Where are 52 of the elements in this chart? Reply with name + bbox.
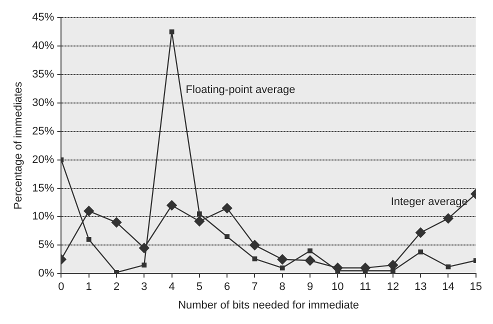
- y-tick-label: 5%: [38, 239, 54, 252]
- x-tick-label: 5: [196, 281, 202, 294]
- x-tick-label: 0: [58, 281, 64, 294]
- point: [280, 265, 285, 270]
- point: [222, 203, 232, 214]
- x-tick-label: 7: [252, 281, 258, 294]
- x-axis-title: Number of bits needed for immediate: [178, 299, 360, 312]
- x-tick-label: 6: [224, 281, 230, 294]
- x-tick-label: 3: [141, 281, 148, 294]
- x-tick-label: 10: [332, 281, 344, 294]
- point: [252, 256, 258, 262]
- y-axis-title: Percentage of immediates: [12, 81, 25, 210]
- x-tick-label: 14: [442, 281, 454, 294]
- point: [169, 29, 174, 34]
- point: [194, 216, 205, 226]
- point: [418, 250, 424, 254]
- x-tick-label: 15: [470, 281, 482, 294]
- x-tick-label: 13: [414, 281, 427, 294]
- y-tick-label: 15%: [32, 182, 54, 194]
- x-tick-label: 9: [306, 281, 314, 294]
- point: [277, 254, 288, 264]
- point: [224, 234, 230, 240]
- x-tick-label: 4: [168, 281, 175, 294]
- point: [250, 240, 260, 250]
- x-tick-label: 11: [360, 281, 372, 294]
- x-tick-label: 2: [113, 281, 120, 294]
- point: [446, 264, 451, 270]
- point: [86, 237, 92, 242]
- y-tick-label: 45%: [32, 12, 54, 24]
- series-label: Integer average: [390, 196, 468, 208]
- point: [142, 262, 147, 268]
- point: [304, 255, 316, 266]
- point: [166, 200, 177, 210]
- y-tick-label: 25%: [32, 125, 54, 138]
- point: [197, 211, 202, 216]
- y-tick-label: 35%: [32, 68, 54, 81]
- x-tick-label: 12: [386, 281, 400, 294]
- point: [308, 248, 312, 254]
- x-tick-label: 1: [86, 281, 92, 294]
- series-label: Floating-point average: [186, 84, 296, 96]
- x-tick-label: 8: [279, 281, 286, 294]
- y-tick-label: 10%: [32, 210, 54, 223]
- point: [390, 268, 396, 274]
- point: [114, 270, 119, 274]
- point: [443, 213, 454, 224]
- point: [111, 217, 122, 228]
- y-tick-label: 30%: [32, 96, 54, 109]
- y-tick-label: 40%: [32, 40, 54, 52]
- point: [84, 206, 94, 216]
- point: [415, 228, 426, 238]
- y-tick-label: 0%: [38, 268, 54, 280]
- y-tick-label: 20%: [32, 154, 54, 166]
